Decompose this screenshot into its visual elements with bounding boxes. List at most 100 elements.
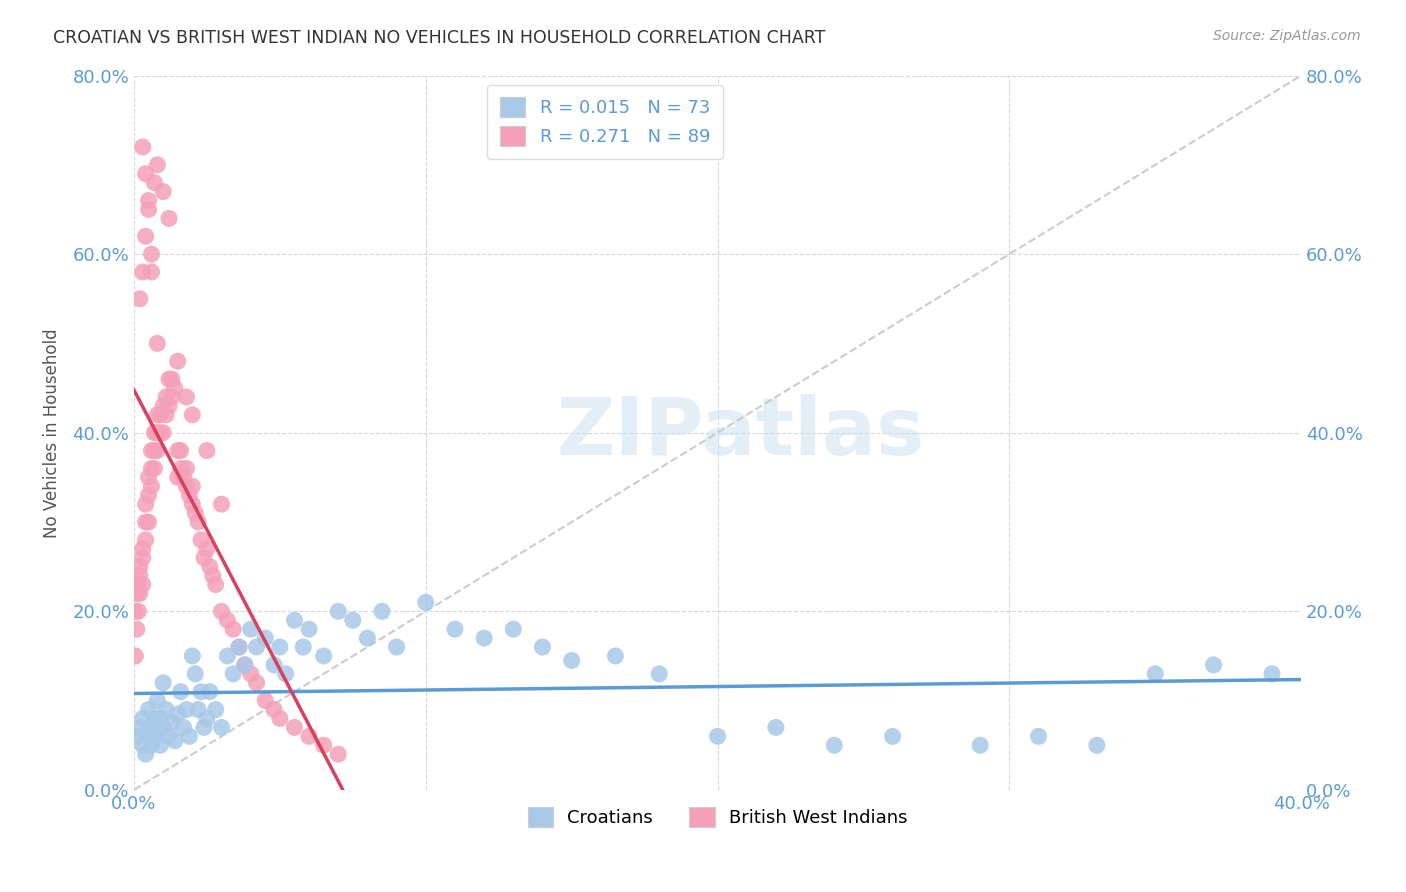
Point <box>706 729 728 743</box>
Point <box>217 648 239 663</box>
Point <box>146 158 169 172</box>
Point <box>176 702 198 716</box>
Point <box>138 194 160 208</box>
Point <box>138 488 160 502</box>
Point <box>969 738 991 752</box>
Point <box>561 653 583 667</box>
Point <box>125 622 148 636</box>
Point <box>283 720 305 734</box>
Point <box>149 738 172 752</box>
Point <box>882 729 904 743</box>
Point <box>195 711 218 725</box>
Point <box>152 675 174 690</box>
Point <box>152 185 174 199</box>
Point <box>1085 738 1108 752</box>
Point <box>157 211 180 226</box>
Point <box>128 586 150 600</box>
Point <box>160 390 183 404</box>
Point <box>195 443 218 458</box>
Point <box>128 720 150 734</box>
Point <box>152 720 174 734</box>
Point <box>502 622 524 636</box>
Point <box>143 443 166 458</box>
Point <box>138 202 160 217</box>
Point <box>166 470 188 484</box>
Point <box>143 461 166 475</box>
Point <box>342 613 364 627</box>
Point <box>263 702 285 716</box>
Point <box>239 666 262 681</box>
Point <box>124 604 146 618</box>
Point <box>176 479 198 493</box>
Point <box>135 533 157 547</box>
Point <box>138 720 160 734</box>
Point <box>312 648 335 663</box>
Point <box>141 443 163 458</box>
Point <box>187 515 209 529</box>
Point <box>132 541 155 556</box>
Point <box>149 711 172 725</box>
Point <box>176 461 198 475</box>
Point <box>152 425 174 440</box>
Point <box>254 693 277 707</box>
Point <box>328 604 350 618</box>
Point <box>146 425 169 440</box>
Point <box>274 666 297 681</box>
Point <box>163 381 186 395</box>
Point <box>152 399 174 413</box>
Point <box>648 666 671 681</box>
Point <box>160 715 183 730</box>
Point <box>217 613 239 627</box>
Point <box>173 470 195 484</box>
Point <box>371 604 394 618</box>
Point <box>356 631 378 645</box>
Point <box>254 631 277 645</box>
Point <box>155 408 177 422</box>
Point <box>211 720 233 734</box>
Point <box>132 711 155 725</box>
Point <box>176 390 198 404</box>
Point <box>141 265 163 279</box>
Point <box>228 640 250 654</box>
Point <box>128 559 150 574</box>
Point <box>823 738 845 752</box>
Point <box>135 747 157 762</box>
Point <box>138 515 160 529</box>
Point <box>1144 666 1167 681</box>
Point <box>132 550 155 565</box>
Point <box>141 479 163 493</box>
Point <box>149 408 172 422</box>
Point <box>193 720 215 734</box>
Point <box>283 613 305 627</box>
Point <box>1261 666 1284 681</box>
Point <box>1202 657 1225 672</box>
Point <box>146 720 169 734</box>
Point <box>222 622 245 636</box>
Point <box>269 640 291 654</box>
Point <box>166 443 188 458</box>
Point <box>190 533 212 547</box>
Point <box>157 729 180 743</box>
Point <box>472 631 495 645</box>
Point <box>263 657 285 672</box>
Point <box>198 559 221 574</box>
Point <box>184 506 207 520</box>
Point <box>195 541 218 556</box>
Point <box>135 167 157 181</box>
Point <box>312 738 335 752</box>
Point <box>146 336 169 351</box>
Point <box>179 729 201 743</box>
Point <box>138 470 160 484</box>
Point <box>181 479 204 493</box>
Point <box>169 684 191 698</box>
Point <box>135 497 157 511</box>
Point <box>298 622 321 636</box>
Point <box>127 577 149 591</box>
Point <box>166 706 188 721</box>
Point <box>143 729 166 743</box>
Point <box>239 622 262 636</box>
Point <box>132 265 155 279</box>
Point <box>146 693 169 707</box>
Point <box>124 648 146 663</box>
Text: Source: ZipAtlas.com: Source: ZipAtlas.com <box>1213 29 1361 44</box>
